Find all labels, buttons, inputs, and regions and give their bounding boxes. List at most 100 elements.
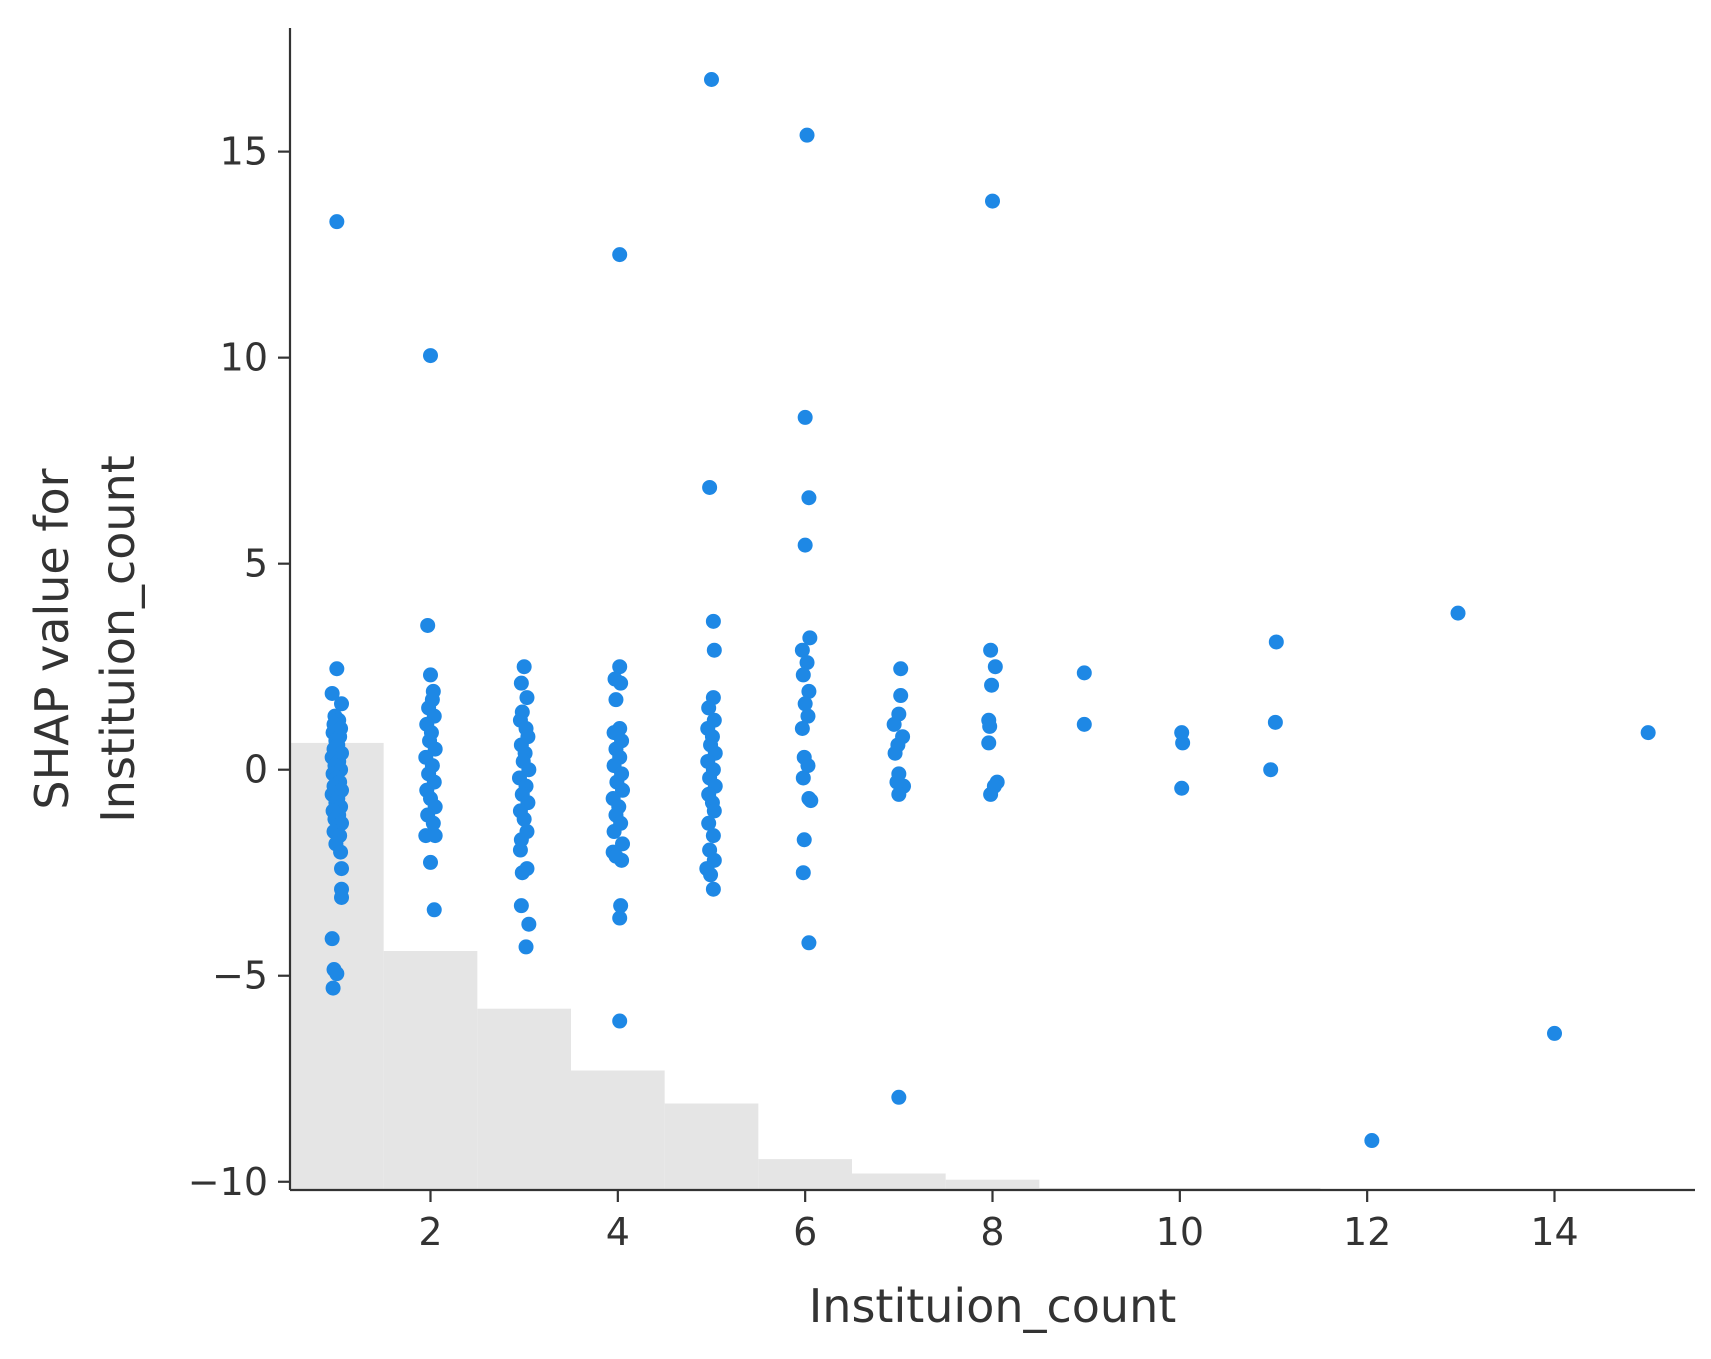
data-point xyxy=(797,537,813,553)
data-point xyxy=(891,786,907,802)
x-tick-label: 10 xyxy=(1156,1210,1204,1254)
data-point xyxy=(423,854,438,870)
data-point xyxy=(887,745,903,761)
data-point xyxy=(983,642,999,658)
histogram-bar xyxy=(758,1159,852,1190)
data-point xyxy=(893,661,909,677)
data-point xyxy=(1174,780,1190,796)
x-tick-label: 6 xyxy=(793,1210,817,1254)
data-point xyxy=(799,655,815,671)
data-point xyxy=(334,889,350,905)
data-point xyxy=(799,127,815,143)
data-point xyxy=(705,613,721,629)
histogram-bar xyxy=(664,1103,759,1190)
data-point xyxy=(800,708,816,724)
data-point xyxy=(518,939,534,955)
data-point xyxy=(325,980,341,996)
data-point xyxy=(702,479,718,495)
data-point xyxy=(703,867,719,883)
data-point xyxy=(516,811,532,827)
data-point xyxy=(613,898,629,914)
y-tick-label: −10 xyxy=(188,1160,268,1204)
y-tick-label: 15 xyxy=(220,130,268,174)
data-point xyxy=(797,409,813,425)
data-point xyxy=(420,617,436,633)
data-point xyxy=(981,735,997,751)
data-point xyxy=(423,667,438,683)
y-axis-title-line-2: Instituion_count xyxy=(91,455,145,823)
histogram xyxy=(290,742,1321,1190)
data-point xyxy=(512,842,528,858)
data-point xyxy=(701,815,717,831)
data-point xyxy=(701,700,717,716)
data-point xyxy=(333,844,349,860)
y-tick-label: −5 xyxy=(212,954,268,998)
data-point xyxy=(801,683,817,699)
histogram-bar xyxy=(477,1008,571,1190)
data-point xyxy=(324,931,340,947)
data-point xyxy=(795,865,811,881)
data-point xyxy=(514,865,530,881)
data-point xyxy=(800,758,816,774)
data-point xyxy=(797,696,813,712)
data-point xyxy=(1263,762,1279,778)
data-point xyxy=(795,770,811,786)
data-point xyxy=(513,898,529,914)
histogram-bar xyxy=(852,1173,946,1190)
histogram-bar xyxy=(571,1070,665,1190)
data-point xyxy=(796,832,812,848)
data-point xyxy=(423,348,438,364)
data-point xyxy=(985,193,1000,209)
data-point xyxy=(613,675,629,691)
data-point xyxy=(324,685,340,701)
data-point xyxy=(334,696,350,712)
y-ticks: −10 −5 0 5 10 15 xyxy=(188,130,290,1204)
data-point xyxy=(705,828,721,844)
data-point xyxy=(983,786,999,802)
data-point xyxy=(893,688,909,704)
data-point xyxy=(608,848,624,864)
data-point xyxy=(801,490,817,506)
data-point xyxy=(606,824,622,840)
data-point xyxy=(329,661,345,677)
data-point xyxy=(612,1013,628,1029)
data-point xyxy=(612,910,628,926)
data-point xyxy=(521,916,537,932)
data-point xyxy=(706,803,722,819)
data-point xyxy=(794,642,810,658)
data-point xyxy=(612,247,628,263)
data-point xyxy=(612,659,628,675)
data-point xyxy=(984,677,1000,693)
data-point xyxy=(891,1089,907,1105)
data-point xyxy=(519,690,535,706)
data-point xyxy=(705,881,721,897)
data-point xyxy=(1640,725,1656,741)
data-point xyxy=(329,214,345,230)
y-tick-label: 5 xyxy=(244,542,268,586)
data-point xyxy=(889,774,905,790)
data-point xyxy=(334,861,350,877)
data-point xyxy=(1547,1025,1562,1041)
x-tick-label: 14 xyxy=(1530,1210,1578,1254)
data-point xyxy=(516,659,532,675)
data-point xyxy=(425,815,441,831)
data-point xyxy=(1175,735,1191,751)
histogram-bar xyxy=(383,951,478,1190)
x-tick-label: 8 xyxy=(980,1210,1004,1254)
x-tick-label: 12 xyxy=(1343,1210,1391,1254)
x-ticks: 2 4 6 8 10 12 14 xyxy=(418,1190,1579,1254)
y-axis-title: SHAP value for Instituion_count xyxy=(25,455,145,823)
data-point xyxy=(794,720,810,736)
data-point xyxy=(513,675,529,691)
data-point xyxy=(704,72,719,88)
histogram-bar xyxy=(945,1179,1040,1190)
data-point xyxy=(426,902,442,918)
data-point xyxy=(886,716,902,732)
data-point xyxy=(987,659,1003,675)
data-point xyxy=(803,793,819,809)
data-point xyxy=(982,718,998,734)
y-tick-label: 0 xyxy=(244,748,268,792)
data-point xyxy=(802,630,818,646)
data-point xyxy=(1076,716,1092,732)
data-point xyxy=(1268,634,1284,650)
